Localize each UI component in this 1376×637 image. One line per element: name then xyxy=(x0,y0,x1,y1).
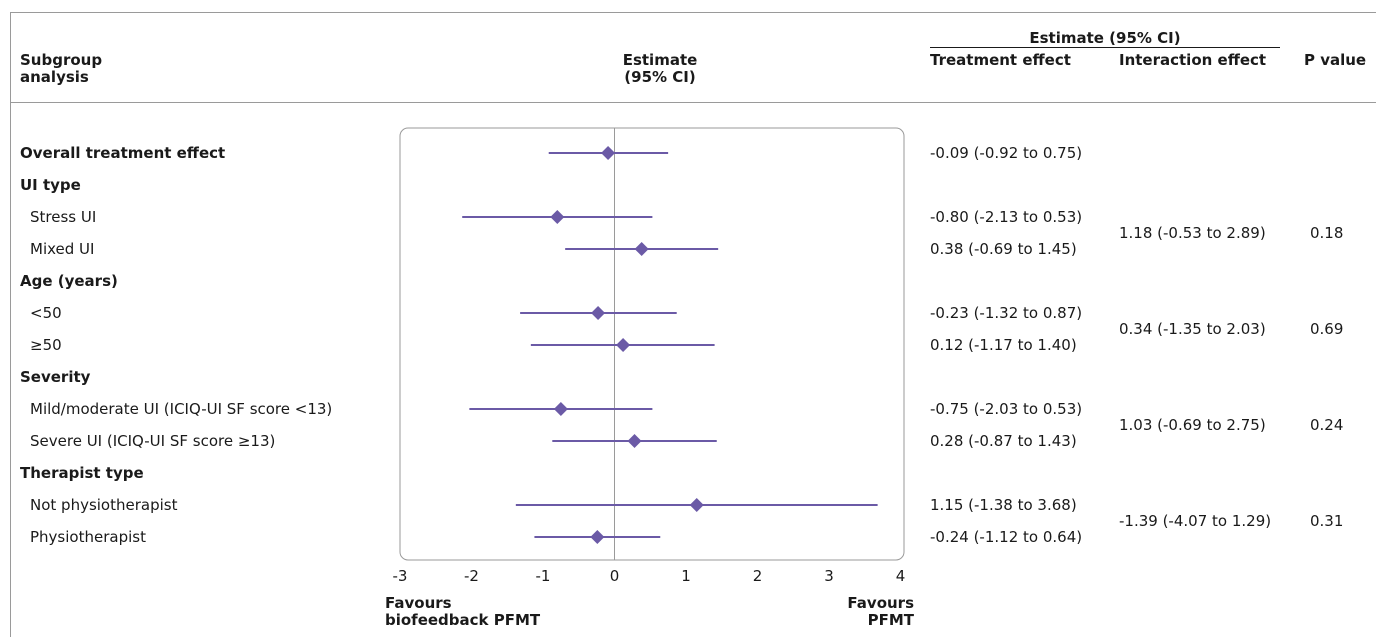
x-tick-label: -2 xyxy=(464,567,479,585)
favours-right-label: Favours PFMT xyxy=(847,594,914,629)
subgroup-label: Physiotherapist xyxy=(30,528,146,546)
x-tick-label: -1 xyxy=(536,567,551,585)
subgroup-heading: Severity xyxy=(20,368,91,386)
header-estimate: Estimate (95% CI) xyxy=(622,51,698,86)
interaction-effect-value: 1.03 (-0.69 to 2.75) xyxy=(1119,416,1266,434)
treatment-effect-value: -0.23 (-1.32 to 0.87) xyxy=(930,304,1083,322)
header-p-value: P value xyxy=(1304,51,1367,69)
estimate-diamond xyxy=(616,338,631,352)
header-divider xyxy=(10,102,1376,103)
subgroup-heading: Overall treatment effect xyxy=(20,144,226,162)
p-value: 0.18 xyxy=(1310,224,1344,242)
estimate-diamond xyxy=(634,242,649,256)
subgroup-label: Stress UI xyxy=(30,208,97,226)
header-interaction-effect: Interaction effect xyxy=(1119,51,1267,69)
estimate-diamond xyxy=(627,434,642,448)
favours-left-label: Favours biofeedback PFMT xyxy=(385,594,541,629)
p-value: 0.24 xyxy=(1310,416,1344,434)
treatment-effect-value: -0.09 (-0.92 to 0.75) xyxy=(930,144,1083,162)
p-value: 0.69 xyxy=(1310,320,1344,338)
header-subgroup-analysis: Subgroup analysis xyxy=(20,51,103,86)
estimate-diamond xyxy=(601,146,616,160)
estimate-diamond xyxy=(553,402,568,416)
header-estimate-group: Estimate (95% CI) xyxy=(1029,29,1181,47)
header-group-rule xyxy=(930,47,1280,48)
interaction-effect-value: -1.39 (-4.07 to 1.29) xyxy=(1119,512,1272,530)
treatment-effect-value: 0.38 (-0.69 to 1.45) xyxy=(930,240,1077,258)
plot-frame xyxy=(399,127,905,561)
treatment-effect-value: -0.75 (-2.03 to 0.53) xyxy=(930,400,1083,418)
x-tick-label: -3 xyxy=(393,567,408,585)
estimate-diamond xyxy=(591,306,606,320)
treatment-effect-value: 0.28 (-0.87 to 1.43) xyxy=(930,432,1077,450)
subgroup-label: Severe UI (ICIQ-UI SF score ≥13) xyxy=(30,432,276,450)
table-top-border xyxy=(10,12,1376,13)
treatment-effect-value: 0.12 (-1.17 to 1.40) xyxy=(930,336,1077,354)
header-treatment-effect: Treatment effect xyxy=(930,51,1071,69)
estimate-diamond xyxy=(550,210,565,224)
interaction-effect-value: 1.18 (-0.53 to 2.89) xyxy=(1119,224,1266,242)
subgroup-heading: UI type xyxy=(20,176,81,194)
p-value: 0.31 xyxy=(1310,512,1344,530)
treatment-effect-value: 1.15 (-1.38 to 3.68) xyxy=(930,496,1077,514)
subgroup-label: Mild/moderate UI (ICIQ-UI SF score <13) xyxy=(30,400,333,418)
treatment-effect-value: -0.24 (-1.12 to 0.64) xyxy=(930,528,1083,546)
treatment-effect-value: -0.80 (-2.13 to 0.53) xyxy=(930,208,1083,226)
interaction-effect-value: 0.34 (-1.35 to 2.03) xyxy=(1119,320,1266,338)
subgroup-label: ≥50 xyxy=(30,336,62,354)
x-tick-label: 0 xyxy=(610,567,620,585)
x-tick-label: 3 xyxy=(824,567,834,585)
x-tick-label: 2 xyxy=(753,567,763,585)
subgroup-label: <50 xyxy=(30,304,62,322)
x-tick-label: 4 xyxy=(896,567,906,585)
subgroup-label: Mixed UI xyxy=(30,240,95,258)
estimate-diamond xyxy=(590,530,605,544)
subgroup-label: Not physiotherapist xyxy=(30,496,178,514)
estimate-diamond xyxy=(689,498,704,512)
subgroup-heading: Therapist type xyxy=(20,464,144,482)
table-left-border xyxy=(10,12,11,637)
x-tick-label: 1 xyxy=(681,567,691,585)
subgroup-heading: Age (years) xyxy=(20,272,118,290)
